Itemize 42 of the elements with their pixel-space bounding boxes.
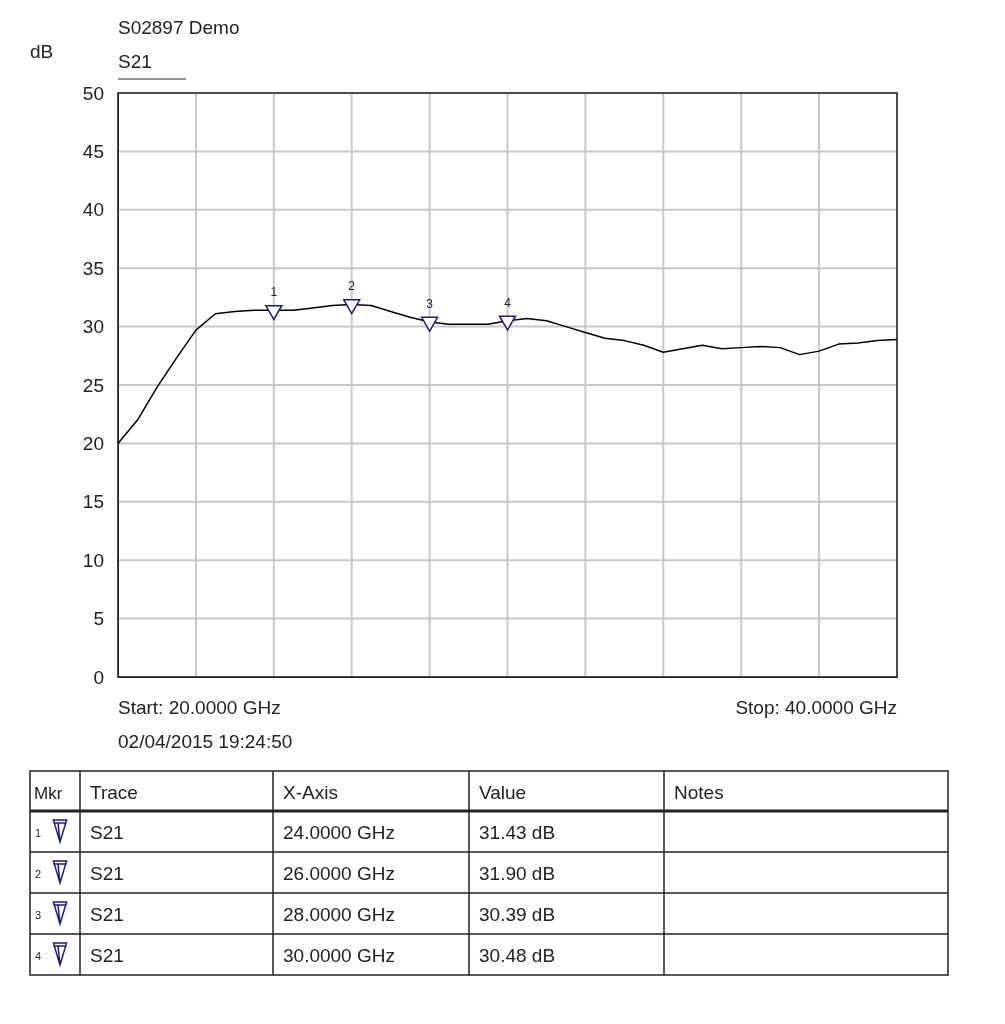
y-tick-label: 35 <box>82 257 104 279</box>
text: Notes <box>674 782 724 803</box>
text: S21 <box>90 863 124 884</box>
text: 30.39 dB <box>479 904 556 925</box>
y-tick-label: 45 <box>82 140 104 162</box>
text: 02/04/2015 19:24:50 <box>118 731 293 752</box>
annotation: 4 <box>504 295 512 310</box>
annotation: 1 <box>270 285 278 300</box>
text: Stop: 40.0000 GHz <box>735 697 897 718</box>
y-tick-label: 20 <box>82 432 104 454</box>
text: 2 <box>35 868 42 880</box>
y-tick-label: 15 <box>82 491 104 513</box>
text: 1 <box>35 827 42 839</box>
text: S21 <box>90 945 124 966</box>
text: Mkr <box>34 784 63 803</box>
text: 3 <box>35 909 42 921</box>
text: Trace <box>90 782 138 803</box>
y-tick-label: 0 <box>93 666 104 688</box>
y-tick-label: 25 <box>82 374 104 396</box>
y-tick-label: 10 <box>82 549 104 571</box>
text: 26.0000 GHz <box>283 863 395 884</box>
y-tick-label: 50 <box>82 82 104 104</box>
y-tick-label: 30 <box>82 316 104 338</box>
annotation: 3 <box>426 296 434 311</box>
annotation: 2 <box>348 279 356 294</box>
text: S21 <box>90 822 124 843</box>
text: X-Axis <box>283 782 338 803</box>
chart-subtitle: S21 <box>118 51 152 72</box>
y-tick-label: 40 <box>82 199 104 221</box>
text: 31.43 dB <box>479 822 556 843</box>
text: 4 <box>35 950 42 962</box>
text: Start: 20.0000 GHz <box>118 697 281 718</box>
chart-title: S02897 Demo <box>118 17 240 38</box>
y-tick-label: 5 <box>93 608 104 630</box>
text: 30.0000 GHz <box>283 945 395 966</box>
text: 31.90 dB <box>479 863 556 884</box>
text: 28.0000 GHz <box>283 904 395 925</box>
y-axis-title: dB <box>30 41 54 62</box>
text: S21 <box>90 904 124 925</box>
text: Value <box>479 782 527 803</box>
text: 30.48 dB <box>479 945 556 966</box>
text: 24.0000 GHz <box>283 822 395 843</box>
